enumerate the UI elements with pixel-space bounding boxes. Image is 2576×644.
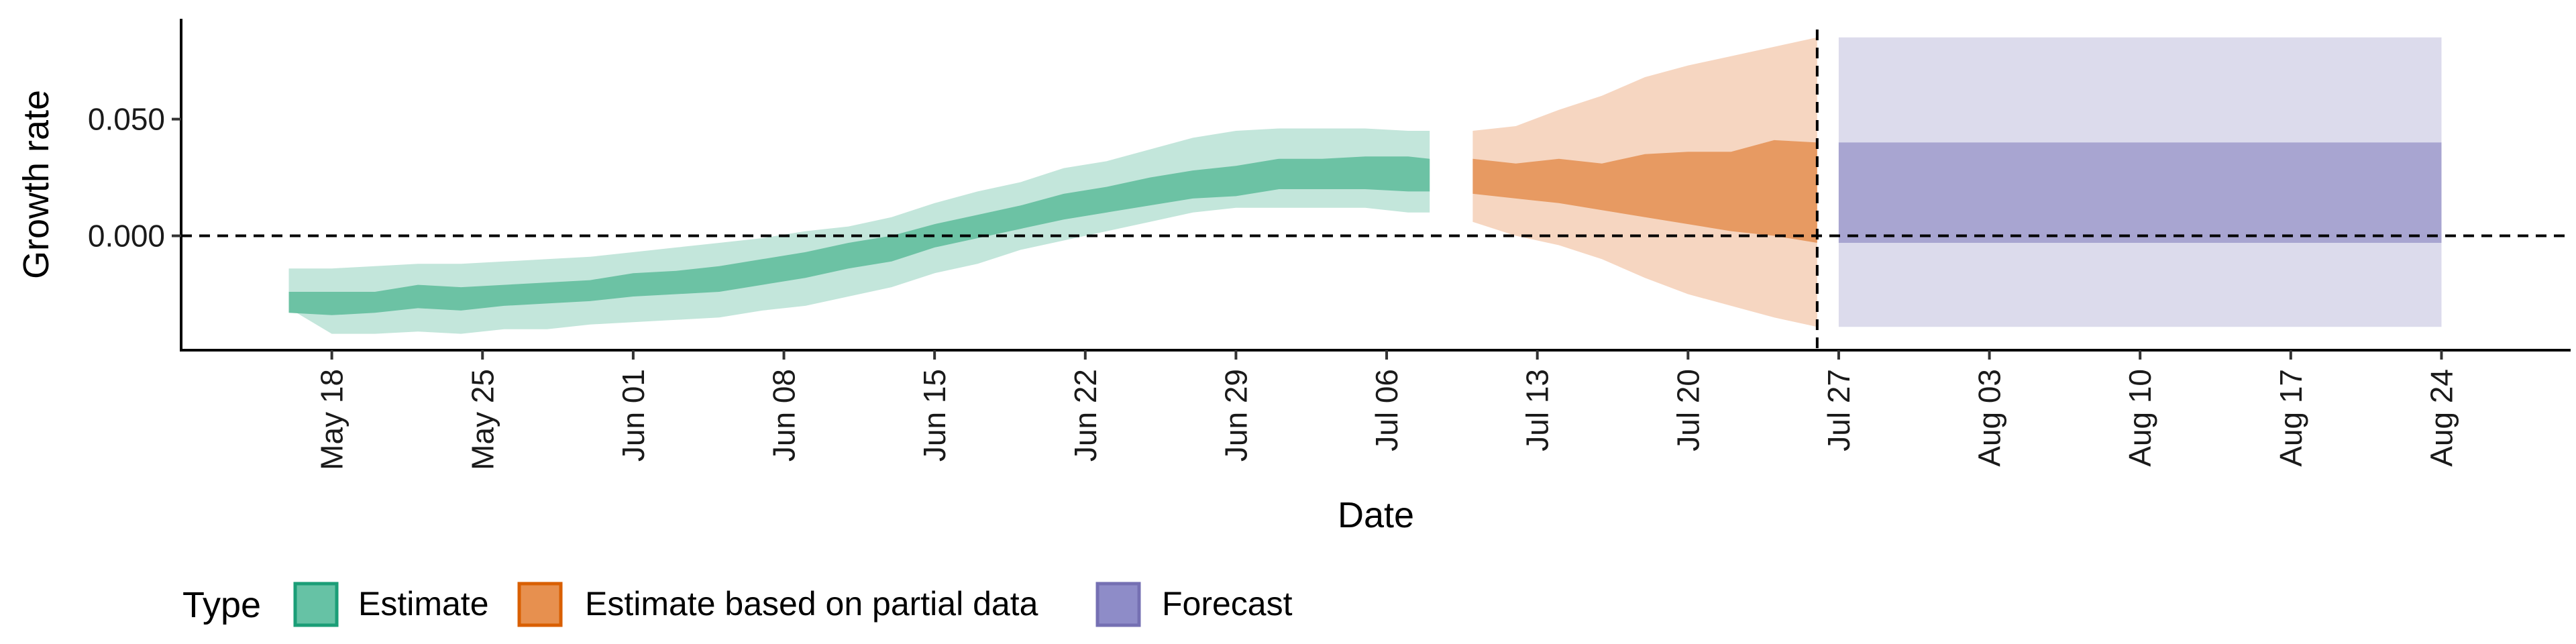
legend-label: Estimate (358, 585, 489, 623)
x-tick-label: Jul 27 (1821, 369, 1856, 451)
x-tick-label: Jul 13 (1520, 369, 1555, 451)
legend-label: Estimate based on partial data (585, 585, 1038, 623)
x-tick-label: Aug 03 (1972, 369, 2007, 467)
x-tick-label: Jun 29 (1218, 369, 1253, 462)
estimate-inner-band (288, 156, 1430, 315)
y-tick-label: 0.000 (88, 219, 165, 254)
x-axis-title: Date (1338, 495, 1414, 535)
legend-key-2 (1095, 582, 1141, 627)
x-tick-label: Jul 20 (1670, 369, 1705, 451)
axes (172, 19, 2571, 360)
legend-label: Forecast (1162, 585, 1293, 623)
estimate-based-on-partial-data-inner-band (1472, 140, 1817, 243)
legend-key-1 (517, 582, 563, 627)
legend: Type Estimate Estimate based on partial d… (182, 582, 1293, 627)
x-tick-label: Aug 24 (2424, 369, 2459, 467)
x-tick-label: Aug 10 (2123, 369, 2157, 467)
x-tick-label: Jun 08 (767, 369, 802, 462)
x-tick-label: May 25 (465, 369, 500, 470)
x-tick-label: Jun 15 (917, 369, 952, 462)
x-tick-label: May 18 (315, 369, 350, 470)
y-axis-title: Growth rate (16, 90, 56, 279)
plot-bands (288, 37, 2442, 334)
legend-title: Type (182, 585, 261, 625)
y-tick-label: 0.050 (88, 102, 165, 137)
x-tick-label: Jul 06 (1369, 369, 1404, 451)
x-tick-label: Jun 22 (1068, 369, 1103, 462)
x-tick-label: Jun 01 (616, 369, 651, 462)
x-tick-label: Aug 17 (2273, 369, 2308, 467)
x-tick-labels: May 18 May 25 Jun 01 Jun 08 Jun 15 Jun 22 Jun … (315, 369, 2459, 470)
forecast-inner-band (1838, 142, 2442, 243)
y-tick-labels: 0.000 0.050 (88, 102, 165, 254)
legend-key-0 (293, 582, 339, 627)
